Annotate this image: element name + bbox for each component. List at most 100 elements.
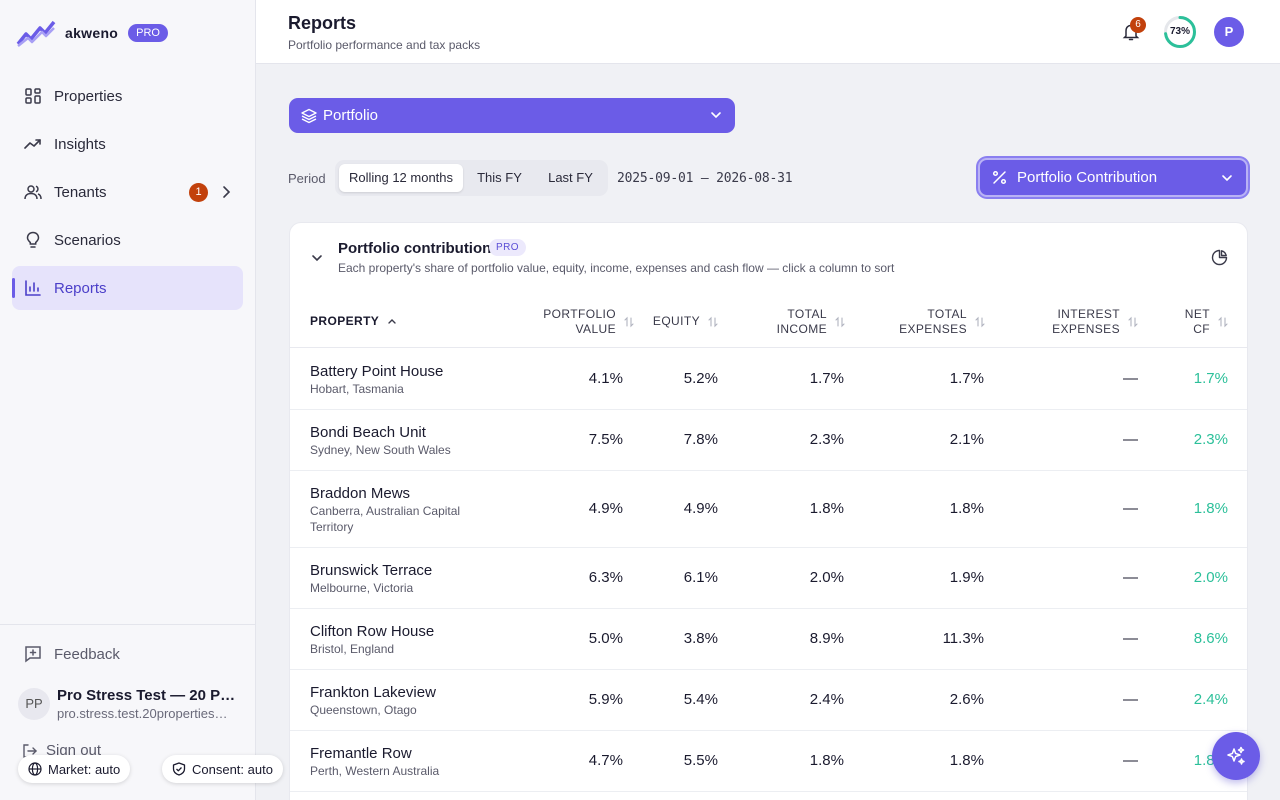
page-title: Reports [288,13,357,33]
property-name: Fremantle Row [310,745,412,762]
period-rolling-12[interactable]: Rolling 12 months [339,164,463,192]
market-chip[interactable]: Market: auto [18,755,131,783]
property-location: Bristol, England [310,642,395,656]
pie-chart-icon[interactable] [1211,249,1228,266]
total-income-cell: 2.4% [809,691,844,708]
table-row[interactable]: Fremantle Row Perth, Western Australia 4… [290,731,1247,792]
report-type-value: Portfolio Contribution [1017,169,1158,186]
consent-chip[interactable]: Consent: auto [162,755,283,783]
sidebar-item-tenants[interactable]: Tenants 1 [12,170,243,214]
column-label: PORTFOLIO VALUE [543,306,616,336]
column-header-portfolio-value[interactable]: PORTFOLIO VALUE [500,295,634,348]
equity-cell: 7.8% [683,431,718,448]
sort-icon [835,316,845,327]
column-label: NET CF [1184,306,1210,336]
user-email: pro.stress.test.20properties@akweno.test [57,706,237,721]
portfolio-value-cell: 7.5% [588,431,623,448]
total-income-cell: 1.8% [809,500,844,517]
period-label: Period [288,171,326,186]
layers-icon [301,108,317,123]
property-name: Battery Point House [310,363,444,380]
total-income-cell: 8.9% [809,630,844,647]
trend-icon [24,139,41,149]
shield-icon [172,762,186,776]
portfolio-value-cell: 5.9% [588,691,623,708]
progress-ring[interactable] [1163,15,1197,49]
table-row[interactable]: Braddon Mews Canberra, Australian Capita… [290,471,1247,548]
chevron-right-icon[interactable] [217,183,235,201]
column-label: PROPERTY [310,314,380,328]
interest-expenses-cell: — [1123,569,1138,586]
column-header-net-cf[interactable]: NET CF [1138,295,1228,348]
sidebar-footer: Feedback PP Pro Stress Test — 20 Propert… [0,624,256,800]
user-avatar[interactable]: PP [18,688,50,720]
property-name: Clifton Row House [310,623,435,640]
column-label: TOTAL INCOME [776,306,827,336]
chevron-down-icon [1222,175,1232,182]
total-expenses-cell: 1.8% [949,500,984,517]
sort-icon [975,316,985,327]
total-expenses-cell: 1.8% [949,752,984,769]
account-avatar[interactable]: P [1214,17,1244,47]
portfolio-select[interactable]: Portfolio [289,98,735,133]
portfolio-value-cell: 5.0% [588,630,623,647]
chevron-down-icon[interactable] [310,251,324,265]
table-row[interactable]: Bondi Beach Unit Sydney, New South Wales… [290,410,1247,471]
grid-icon [25,88,41,104]
property-location: Queenstown, Otago [310,703,417,717]
equity-cell: 5.2% [683,370,718,387]
property-name: Bondi Beach Unit [310,424,426,441]
sidebar-item-insights[interactable]: Insights [12,122,243,166]
user-name: Pro Stress Test — 20 Properties [57,687,237,704]
sidebar-item-reports[interactable]: Reports [12,266,243,310]
net-cf-cell: 1.8% [1193,500,1228,517]
total-income-cell: 2.0% [809,569,844,586]
net-cf-cell: 2.3% [1193,431,1228,448]
portfolio-value-cell: 4.1% [588,370,623,387]
brand[interactable]: akweno PRO [16,18,168,48]
report-type-select[interactable]: Portfolio Contribution [978,158,1248,197]
chevron-down-icon [711,112,721,119]
tenants-count-badge: 1 [189,183,208,202]
equity-cell: 5.5% [683,752,718,769]
column-header-property[interactable]: PROPERTY [310,295,460,348]
interest-expenses-cell: — [1123,431,1138,448]
ai-assistant-button[interactable] [1212,732,1260,780]
top-header: Reports Portfolio performance and tax pa… [256,0,1280,64]
sort-icon [1128,316,1138,327]
sidebar-item-properties[interactable]: Properties [12,74,243,118]
card-description: Each property's share of portfolio value… [338,261,895,275]
market-chip-label: Market: auto [48,761,121,777]
progress-label: 73% [1169,26,1190,37]
property-name: Frankton Lakeview [310,684,436,701]
net-cf-cell: 8.6% [1193,630,1228,647]
period-this-fy[interactable]: This FY [477,170,522,185]
property-name: Brunswick Terrace [310,562,433,579]
column-header-total-expenses[interactable]: TOTAL EXPENSES [845,295,985,348]
sidebar-item-label: Insights [54,135,106,153]
feedback-link[interactable]: Feedback [24,645,120,663]
table-row[interactable]: Frankton Lakeview Queenstown, Otago 5.9%… [290,670,1247,731]
equity-cell: 3.8% [683,630,718,647]
column-header-total-income[interactable]: TOTAL INCOME [718,295,845,348]
signout-link[interactable]: Sign out [22,742,101,759]
net-cf-cell: 1.7% [1193,370,1228,387]
column-header-interest-expenses[interactable]: INTEREST EXPENSES [985,295,1138,348]
percent-icon [992,170,1007,185]
column-header-equity[interactable]: EQUITY [634,295,718,348]
table-row[interactable]: Clifton Row House Bristol, England 5.0% … [290,609,1247,670]
property-name: Braddon Mews [310,485,411,502]
portfolio-select-value: Portfolio [323,107,379,124]
sidebar-item-scenarios[interactable]: Scenarios [12,218,243,262]
period-last-fy[interactable]: Last FY [548,170,593,185]
table-row[interactable]: Brunswick Terrace Melbourne, Victoria 6.… [290,548,1247,609]
table-header: PROPERTY PORTFOLIO VALUE EQUITY TOTAL INCO… [290,295,1247,348]
table-row[interactable]: Battery Point House Hobart, Tasmania 4.1… [290,349,1247,410]
sidebar: akweno PRO Properties Insights Tenants 1… [0,0,256,800]
portfolio-value-cell: 4.7% [588,752,623,769]
equity-cell: 5.4% [683,691,718,708]
sidebar-nav: Properties Insights Tenants 1 Scenarios … [12,74,243,314]
sort-icon [624,316,634,327]
property-location: Melbourne, Victoria [310,581,414,595]
total-expenses-cell: 11.3% [942,630,984,647]
